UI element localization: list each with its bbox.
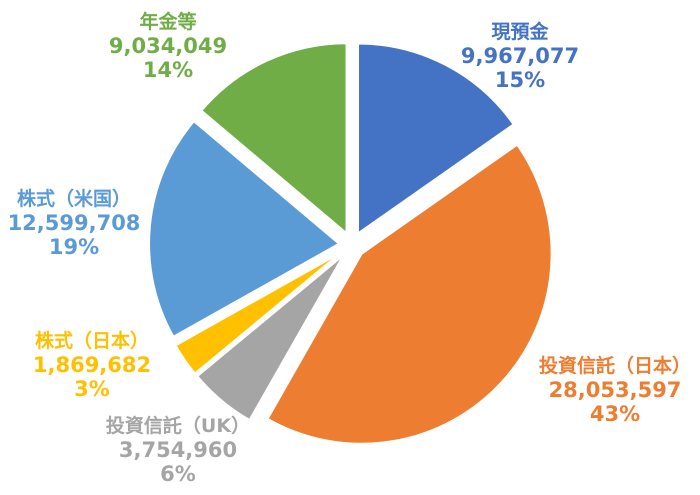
slice-percent: 3%: [74, 377, 110, 401]
slice-percent: 19%: [48, 235, 100, 259]
slice-name: 投資信託（UK）: [105, 415, 251, 437]
slice-percent: 43%: [589, 402, 641, 426]
slice-value: 12,599,708: [7, 211, 141, 235]
slice-pension: [199, 42, 348, 236]
slice-label-fund-uk: 投資信託（UK） 3,754,960 6%: [106, 414, 250, 486]
slice-name: 投資信託（日本）: [538, 355, 692, 377]
slice-value: 28,053,597: [548, 378, 682, 402]
slice-stock-us: [148, 119, 341, 339]
slice-cash: [356, 42, 515, 236]
slice-percent: 15%: [494, 68, 546, 92]
slice-name: 株式（日本）: [34, 330, 149, 352]
slice-label-pension: 年金等 9,034,049 14%: [109, 10, 227, 82]
slice-fund-uk: [195, 254, 345, 422]
slice-value: 9,967,077: [460, 44, 580, 68]
slice-percent: 14%: [142, 58, 194, 82]
slice-label-stock-us: 株式（米国） 12,599,708 19%: [8, 187, 141, 259]
slice-stock-japan: [174, 251, 342, 375]
slice-value: 9,034,049: [108, 34, 228, 58]
slice-name: 年金等: [139, 11, 197, 33]
slice-label-stock-japan: 株式（日本） 1,869,682 3%: [33, 329, 151, 401]
slice-label-cash: 現預金 9,967,077 15%: [461, 20, 579, 92]
slice-label-fund-japan: 投資信託（日本） 28,053,597 43%: [539, 354, 691, 426]
slice-name: 株式（米国）: [16, 188, 132, 210]
slice-value: 1,869,682: [32, 353, 152, 377]
slice-percent: 6%: [160, 462, 196, 486]
slice-value: 3,754,960: [118, 438, 238, 462]
slice-name: 現預金: [491, 21, 549, 43]
slice-fund-japan: [266, 143, 553, 445]
